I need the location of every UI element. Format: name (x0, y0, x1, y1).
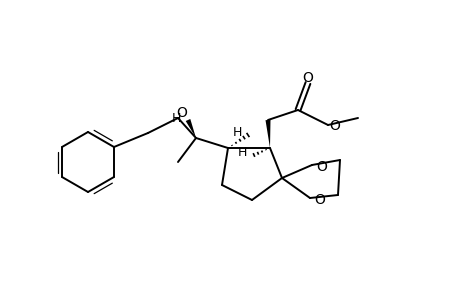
Text: O: O (302, 71, 313, 85)
Text: O: O (316, 160, 327, 174)
Text: H: H (171, 112, 180, 124)
Text: H: H (237, 146, 246, 160)
Polygon shape (265, 120, 270, 148)
Text: O: O (176, 106, 187, 120)
Text: O: O (329, 119, 340, 133)
Polygon shape (185, 119, 196, 138)
Text: H: H (232, 127, 241, 140)
Text: O: O (314, 193, 325, 207)
